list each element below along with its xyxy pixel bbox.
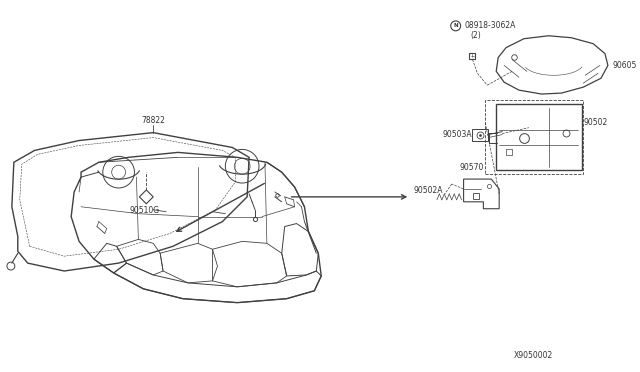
Text: N: N (453, 23, 458, 28)
Text: 90502A: 90502A (413, 186, 443, 195)
Text: (2): (2) (470, 31, 481, 40)
Text: 90510G: 90510G (129, 206, 159, 215)
Text: 90570: 90570 (460, 163, 484, 172)
Text: 90503A: 90503A (443, 130, 472, 139)
Text: 90502: 90502 (583, 118, 607, 127)
Text: 90605: 90605 (613, 61, 637, 70)
Text: 08918-3062A: 08918-3062A (465, 21, 516, 31)
Text: X9050002: X9050002 (514, 350, 553, 359)
Text: 78822: 78822 (141, 116, 165, 125)
